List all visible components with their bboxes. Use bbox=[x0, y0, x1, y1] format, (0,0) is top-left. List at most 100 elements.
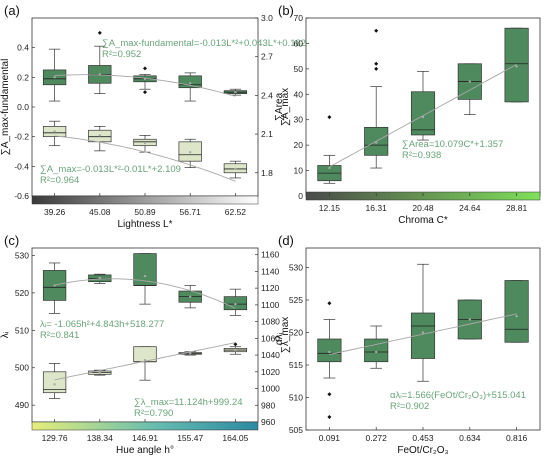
color-bar bbox=[31, 421, 259, 431]
panel-3: (d) 530 525 520 515 510 505 0.091 0.272 0.453 0.63… bbox=[274, 233, 541, 456]
box bbox=[42, 371, 67, 394]
x-tick-label: 129.76 bbox=[42, 433, 68, 443]
y-tick-label: 500 bbox=[15, 363, 29, 373]
mean-marker bbox=[468, 80, 471, 83]
outlier-marker bbox=[327, 415, 332, 419]
mean-marker bbox=[189, 352, 192, 355]
mean-marker bbox=[375, 350, 378, 354]
y2-tick-label: 1120 bbox=[261, 283, 280, 293]
series-dark bbox=[42, 253, 248, 316]
y2-tick-label: 1020 bbox=[261, 367, 280, 377]
y-tick-label: 530 bbox=[15, 250, 29, 260]
series-dark bbox=[42, 30, 248, 102]
y-tick-label: 490 bbox=[15, 400, 29, 410]
y-tick-label: 515 bbox=[289, 360, 303, 370]
y2-tick-label: 2.7 bbox=[261, 52, 273, 62]
mean-marker bbox=[143, 141, 147, 145]
x-tick-label: 0.453 bbox=[412, 433, 434, 443]
y2-tick-label: 1040 bbox=[261, 350, 280, 360]
y-tick-label: 50 bbox=[294, 64, 304, 74]
series-dark bbox=[317, 263, 529, 419]
mean-marker bbox=[98, 134, 102, 137]
x-tick-label: 0.091 bbox=[319, 433, 341, 443]
y-tick-label: -0.4 bbox=[14, 161, 29, 171]
outlier-marker bbox=[97, 30, 102, 35]
x-tick-label: 62.52 bbox=[225, 207, 247, 217]
y2-tick-label: 1160 bbox=[261, 250, 280, 260]
x-tick-label: 56.71 bbox=[180, 207, 202, 217]
mean-marker bbox=[515, 65, 518, 68]
y2-tick-label: 960 bbox=[261, 417, 275, 427]
fit-line bbox=[54, 135, 236, 182]
fit-line bbox=[54, 342, 236, 381]
mean-marker bbox=[421, 115, 425, 119]
mean-marker bbox=[53, 383, 56, 386]
mean-marker bbox=[234, 167, 237, 171]
r2-text: R²=0.790 bbox=[134, 408, 173, 419]
mean-marker bbox=[234, 302, 237, 306]
x-tick-label: 24.64 bbox=[459, 203, 481, 213]
x-tick-label: 0.816 bbox=[506, 433, 528, 443]
equation-text: ∑A_max-fundamental=-0.013L*²+0.043L*+0.1… bbox=[102, 38, 306, 49]
box bbox=[364, 338, 389, 363]
panel-2: (c) 530 520 510 500 490 1160 1140 1120 1100 1080 10… bbox=[0, 233, 291, 456]
y-tick-label: 510 bbox=[15, 325, 29, 335]
x-tick-label: 138.34 bbox=[87, 433, 113, 443]
y2-tick-label: 1100 bbox=[261, 300, 280, 310]
y2-tick-label: 1000 bbox=[261, 384, 280, 394]
y-axis-label: ∑Area bbox=[274, 92, 285, 121]
y-tick-label: 40 bbox=[294, 89, 304, 99]
y-tick-label: 520 bbox=[15, 288, 29, 298]
panel-letter: (c) bbox=[4, 233, 19, 248]
panel-letter: (d) bbox=[278, 233, 294, 248]
outlier-marker bbox=[143, 66, 147, 71]
mean-marker bbox=[53, 76, 56, 79]
panel-letter: (a) bbox=[4, 3, 20, 18]
fit-line bbox=[329, 313, 517, 356]
equation-text: ∑λ_max=11.124h+999.24 bbox=[134, 397, 243, 408]
y-tick-label: 510 bbox=[289, 393, 303, 403]
mean-marker bbox=[328, 350, 331, 354]
fit-line bbox=[54, 74, 236, 97]
y2-tick-label: 1060 bbox=[261, 333, 280, 343]
y-tick-label: 0.2 bbox=[17, 72, 29, 82]
y-tick-label: 20 bbox=[294, 140, 304, 150]
x-tick-label: 45.08 bbox=[89, 207, 111, 217]
fit-line bbox=[54, 278, 236, 309]
mean-marker bbox=[143, 274, 147, 278]
r2-text: R²=0.952 bbox=[102, 49, 141, 60]
x-tick-label: 164.05 bbox=[222, 433, 248, 443]
series-light bbox=[42, 342, 248, 399]
color-bar bbox=[31, 195, 259, 205]
y-tick-label: 520 bbox=[289, 328, 303, 338]
box bbox=[410, 312, 436, 359]
y-tick-label: 525 bbox=[289, 295, 303, 305]
box bbox=[504, 280, 529, 343]
y2-axis-label: ∑A_max bbox=[280, 88, 291, 126]
box bbox=[178, 75, 202, 89]
mean-marker bbox=[515, 315, 518, 318]
box bbox=[317, 338, 342, 363]
panel-1: (b) 70 60 50 40 30 20 10 0 12.15 16.31 20.48 24.64 28… bbox=[274, 3, 541, 226]
equation-text: λᵢ= -1.065h²+4.843h+518.277 bbox=[40, 319, 164, 330]
mean-marker bbox=[234, 348, 237, 352]
x-tick-label: 39.26 bbox=[44, 207, 66, 217]
y-tick-label: 30 bbox=[294, 115, 304, 125]
r2-text: R²=0.938 bbox=[402, 150, 441, 161]
panel-letter: (b) bbox=[278, 3, 294, 18]
mean-marker bbox=[53, 130, 56, 133]
r2-text: R²=0.964 bbox=[40, 175, 79, 186]
equation-text: αλᵢ=1.566(FeOt/Cr₂O₃)+515.041 bbox=[390, 390, 526, 401]
x-tick-label: 155.47 bbox=[177, 433, 203, 443]
x-tick-label: 0.272 bbox=[366, 433, 388, 443]
outlier-marker bbox=[374, 28, 379, 33]
y-tick-label: 0.4 bbox=[17, 43, 29, 53]
mean-marker bbox=[189, 82, 192, 85]
outlier-marker bbox=[143, 90, 147, 95]
y2-tick-label: 1.8 bbox=[261, 168, 273, 178]
series-light bbox=[42, 120, 248, 182]
y-axis-label: αλᵢ bbox=[274, 332, 285, 345]
y-tick-label: 530 bbox=[289, 263, 303, 273]
mean-marker bbox=[98, 371, 102, 374]
